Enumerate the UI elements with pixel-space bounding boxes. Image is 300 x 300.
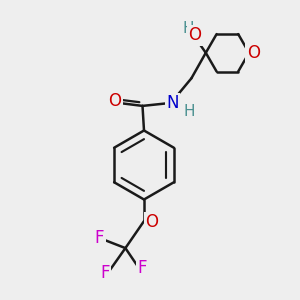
Text: F: F xyxy=(100,264,110,282)
Text: N: N xyxy=(167,94,179,112)
Text: F: F xyxy=(137,259,147,277)
Text: F: F xyxy=(95,229,104,247)
Text: O: O xyxy=(188,26,201,44)
Text: O: O xyxy=(247,44,260,62)
Text: H: H xyxy=(183,104,195,119)
Text: O: O xyxy=(145,213,158,231)
Text: H: H xyxy=(183,21,194,36)
Text: O: O xyxy=(108,92,122,110)
